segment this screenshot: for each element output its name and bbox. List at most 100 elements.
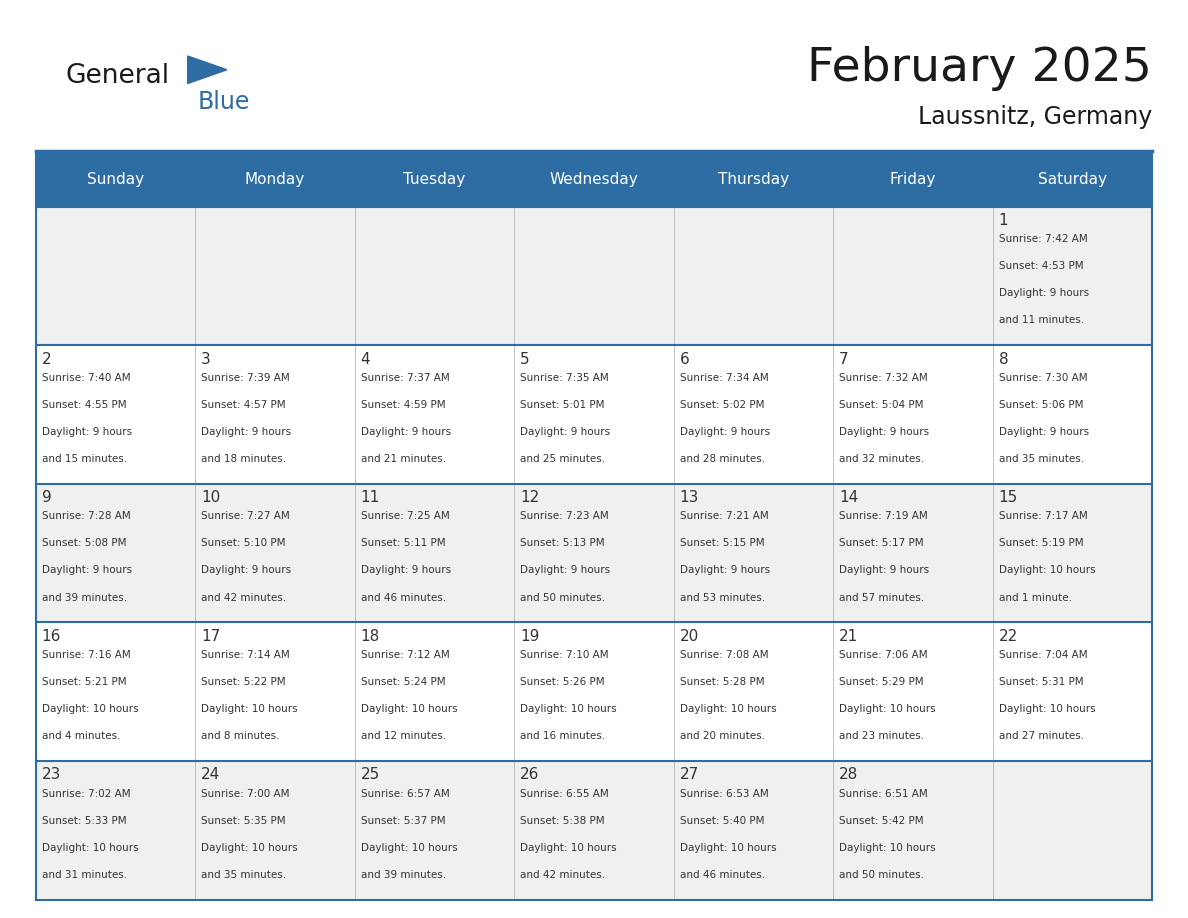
Text: 9: 9 bbox=[42, 490, 51, 505]
Text: and 39 minutes.: and 39 minutes. bbox=[361, 869, 446, 879]
Text: Sunrise: 7:40 AM: Sunrise: 7:40 AM bbox=[42, 373, 131, 383]
Text: Sunrise: 7:14 AM: Sunrise: 7:14 AM bbox=[201, 650, 290, 660]
Text: and 46 minutes.: and 46 minutes. bbox=[361, 593, 446, 602]
Text: Sunrise: 7:30 AM: Sunrise: 7:30 AM bbox=[999, 373, 1087, 383]
Text: and 35 minutes.: and 35 minutes. bbox=[201, 869, 286, 879]
Text: Daylight: 10 hours: Daylight: 10 hours bbox=[680, 704, 776, 714]
Text: Blue: Blue bbox=[197, 90, 249, 114]
Text: Tuesday: Tuesday bbox=[404, 172, 466, 186]
Text: Daylight: 9 hours: Daylight: 9 hours bbox=[999, 288, 1089, 298]
Text: and 39 minutes.: and 39 minutes. bbox=[42, 593, 127, 602]
Text: and 23 minutes.: and 23 minutes. bbox=[839, 731, 924, 741]
Text: and 32 minutes.: and 32 minutes. bbox=[839, 453, 924, 464]
Text: Sunrise: 7:19 AM: Sunrise: 7:19 AM bbox=[839, 511, 928, 521]
Text: Sunset: 5:24 PM: Sunset: 5:24 PM bbox=[361, 677, 446, 687]
Text: Daylight: 9 hours: Daylight: 9 hours bbox=[520, 565, 611, 576]
Text: Daylight: 10 hours: Daylight: 10 hours bbox=[839, 704, 936, 714]
Text: Sunrise: 7:37 AM: Sunrise: 7:37 AM bbox=[361, 373, 449, 383]
Text: Daylight: 9 hours: Daylight: 9 hours bbox=[839, 565, 929, 576]
Text: 24: 24 bbox=[201, 767, 220, 782]
Text: Sunday: Sunday bbox=[87, 172, 144, 186]
Text: Daylight: 10 hours: Daylight: 10 hours bbox=[42, 843, 138, 853]
Text: Sunrise: 7:42 AM: Sunrise: 7:42 AM bbox=[999, 234, 1087, 244]
Text: and 11 minutes.: and 11 minutes. bbox=[999, 315, 1083, 325]
Text: 28: 28 bbox=[839, 767, 859, 782]
Text: Daylight: 10 hours: Daylight: 10 hours bbox=[839, 843, 936, 853]
Text: Sunset: 5:31 PM: Sunset: 5:31 PM bbox=[999, 677, 1083, 687]
Text: and 28 minutes.: and 28 minutes. bbox=[680, 453, 765, 464]
Text: and 16 minutes.: and 16 minutes. bbox=[520, 731, 606, 741]
Text: Sunrise: 7:28 AM: Sunrise: 7:28 AM bbox=[42, 511, 131, 521]
Text: Daylight: 10 hours: Daylight: 10 hours bbox=[201, 704, 298, 714]
Text: Daylight: 10 hours: Daylight: 10 hours bbox=[999, 704, 1095, 714]
Text: Sunset: 5:35 PM: Sunset: 5:35 PM bbox=[201, 815, 286, 825]
Text: and 8 minutes.: and 8 minutes. bbox=[201, 731, 279, 741]
Text: Sunrise: 7:16 AM: Sunrise: 7:16 AM bbox=[42, 650, 131, 660]
Text: and 27 minutes.: and 27 minutes. bbox=[999, 731, 1083, 741]
Text: 25: 25 bbox=[361, 767, 380, 782]
Text: 27: 27 bbox=[680, 767, 699, 782]
Text: Sunset: 5:08 PM: Sunset: 5:08 PM bbox=[42, 538, 126, 548]
Text: Daylight: 9 hours: Daylight: 9 hours bbox=[201, 427, 291, 437]
Text: 5: 5 bbox=[520, 352, 530, 366]
Text: Daylight: 10 hours: Daylight: 10 hours bbox=[361, 704, 457, 714]
Text: 10: 10 bbox=[201, 490, 220, 505]
Text: Sunset: 5:28 PM: Sunset: 5:28 PM bbox=[680, 677, 764, 687]
Text: 8: 8 bbox=[999, 352, 1009, 366]
Text: Sunset: 5:15 PM: Sunset: 5:15 PM bbox=[680, 538, 764, 548]
Text: 19: 19 bbox=[520, 629, 539, 644]
Text: 14: 14 bbox=[839, 490, 859, 505]
Text: Sunrise: 7:10 AM: Sunrise: 7:10 AM bbox=[520, 650, 608, 660]
Text: and 53 minutes.: and 53 minutes. bbox=[680, 593, 765, 602]
Text: 4: 4 bbox=[361, 352, 371, 366]
Text: Monday: Monday bbox=[245, 172, 305, 186]
Text: Sunrise: 7:23 AM: Sunrise: 7:23 AM bbox=[520, 511, 609, 521]
Bar bbox=[36, 345, 1152, 484]
Text: and 18 minutes.: and 18 minutes. bbox=[201, 453, 286, 464]
Text: Daylight: 9 hours: Daylight: 9 hours bbox=[839, 427, 929, 437]
Text: 11: 11 bbox=[361, 490, 380, 505]
Text: Sunset: 5:06 PM: Sunset: 5:06 PM bbox=[999, 399, 1083, 409]
Text: Sunrise: 7:17 AM: Sunrise: 7:17 AM bbox=[999, 511, 1087, 521]
Text: 17: 17 bbox=[201, 629, 220, 644]
Text: Daylight: 9 hours: Daylight: 9 hours bbox=[680, 427, 770, 437]
Text: Sunset: 5:29 PM: Sunset: 5:29 PM bbox=[839, 677, 924, 687]
Bar bbox=[36, 484, 1152, 622]
Text: Sunrise: 7:25 AM: Sunrise: 7:25 AM bbox=[361, 511, 449, 521]
Text: Sunset: 5:21 PM: Sunset: 5:21 PM bbox=[42, 677, 126, 687]
Text: Sunset: 5:33 PM: Sunset: 5:33 PM bbox=[42, 815, 126, 825]
Text: and 42 minutes.: and 42 minutes. bbox=[201, 593, 286, 602]
Text: Wednesday: Wednesday bbox=[550, 172, 638, 186]
Text: and 20 minutes.: and 20 minutes. bbox=[680, 731, 765, 741]
Text: Sunset: 4:55 PM: Sunset: 4:55 PM bbox=[42, 399, 126, 409]
Text: Daylight: 9 hours: Daylight: 9 hours bbox=[361, 427, 450, 437]
Text: Daylight: 9 hours: Daylight: 9 hours bbox=[201, 565, 291, 576]
Text: and 50 minutes.: and 50 minutes. bbox=[520, 593, 605, 602]
Text: 7: 7 bbox=[839, 352, 849, 366]
Text: 3: 3 bbox=[201, 352, 210, 366]
Text: Sunrise: 6:53 AM: Sunrise: 6:53 AM bbox=[680, 789, 769, 799]
Text: and 57 minutes.: and 57 minutes. bbox=[839, 593, 924, 602]
Text: Daylight: 9 hours: Daylight: 9 hours bbox=[520, 427, 611, 437]
Text: Sunset: 5:13 PM: Sunset: 5:13 PM bbox=[520, 538, 605, 548]
Polygon shape bbox=[188, 56, 227, 84]
Text: 15: 15 bbox=[999, 490, 1018, 505]
Text: Daylight: 9 hours: Daylight: 9 hours bbox=[361, 565, 450, 576]
Text: 22: 22 bbox=[999, 629, 1018, 644]
Text: 6: 6 bbox=[680, 352, 689, 366]
Text: Sunrise: 7:21 AM: Sunrise: 7:21 AM bbox=[680, 511, 769, 521]
Text: Sunrise: 7:35 AM: Sunrise: 7:35 AM bbox=[520, 373, 609, 383]
Text: Saturday: Saturday bbox=[1038, 172, 1107, 186]
Text: 21: 21 bbox=[839, 629, 859, 644]
Text: and 46 minutes.: and 46 minutes. bbox=[680, 869, 765, 879]
Text: Sunset: 5:11 PM: Sunset: 5:11 PM bbox=[361, 538, 446, 548]
Text: Sunrise: 7:04 AM: Sunrise: 7:04 AM bbox=[999, 650, 1087, 660]
Text: Sunset: 5:26 PM: Sunset: 5:26 PM bbox=[520, 677, 605, 687]
Text: 18: 18 bbox=[361, 629, 380, 644]
Text: Sunrise: 7:27 AM: Sunrise: 7:27 AM bbox=[201, 511, 290, 521]
Text: Sunrise: 7:02 AM: Sunrise: 7:02 AM bbox=[42, 789, 131, 799]
Text: February 2025: February 2025 bbox=[808, 46, 1152, 92]
Text: and 4 minutes.: and 4 minutes. bbox=[42, 731, 120, 741]
Bar bbox=[36, 151, 1152, 207]
Text: Laussnitz, Germany: Laussnitz, Germany bbox=[918, 105, 1152, 129]
